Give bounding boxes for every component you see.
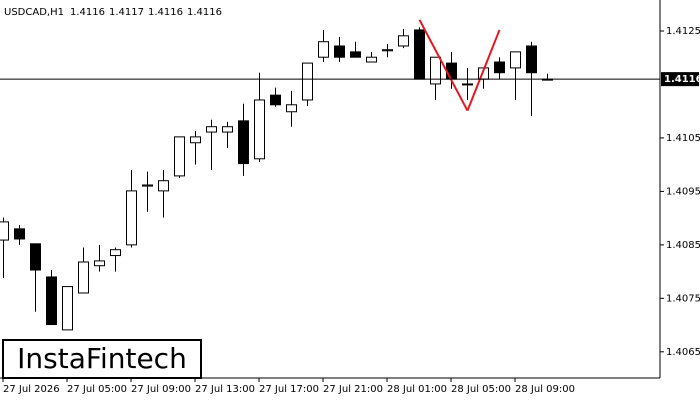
current-price-box <box>661 72 699 87</box>
y-tick-label: 1.4075 <box>666 293 700 304</box>
current-price-label: 1.4116 <box>664 74 700 85</box>
chart-title: USDCAD,H1 <box>4 7 64 18</box>
candle-body <box>494 61 505 74</box>
logo: InstaFintech <box>17 342 187 375</box>
candle-body <box>174 136 185 177</box>
x-tick-label: 27 Jul 09:00 <box>131 384 191 395</box>
header-high: 1.4117 <box>109 7 144 18</box>
candle-body <box>126 190 137 246</box>
y-tick-label: 1.4065 <box>666 347 700 358</box>
pattern-line <box>418 19 469 112</box>
candle-body <box>302 62 313 101</box>
x-tick-label: 27 Jul 17:00 <box>259 384 319 395</box>
y-tick-label: 1.4085 <box>666 240 700 251</box>
x-tick-label: 28 Jul 01:00 <box>387 384 447 395</box>
x-tick-label: 28 Jul 05:00 <box>451 384 511 395</box>
y-tick-label: 1.4105 <box>666 133 700 144</box>
candle-body <box>158 180 169 192</box>
candle-body <box>446 62 457 80</box>
logo-box <box>2 339 202 379</box>
candle-body <box>30 243 41 271</box>
candle-body <box>430 56 441 85</box>
plot-area: 1.4125 1.4105 1.4095 1.4085 1.4075 1.4065 27 J… <box>0 19 700 395</box>
candle-body <box>382 49 393 52</box>
candle-body <box>78 261 89 294</box>
y-tick-label: 1.4125 <box>666 26 700 37</box>
candle-body <box>238 120 249 165</box>
candle-body <box>334 45 345 58</box>
x-tick-label: 27 Jul 13:00 <box>195 384 255 395</box>
candle-body <box>206 126 217 133</box>
candle-body <box>94 260 105 267</box>
candle-body <box>14 228 25 240</box>
candle-body <box>510 51 521 69</box>
x-tick-label: 27 Jul 2026 <box>3 384 60 395</box>
candle-body <box>398 35 409 47</box>
candle-body <box>366 56 377 63</box>
header-close: 1.4116 <box>187 7 222 18</box>
chart-header: USDCAD,H1 1.4116 1.4117 1.4116 1.4116 <box>4 7 222 18</box>
candle-body <box>254 99 265 160</box>
header-open: 1.4116 <box>70 7 105 18</box>
header-low: 1.4116 <box>148 7 183 18</box>
candle-body <box>46 276 57 326</box>
candle-body <box>222 126 233 133</box>
candle-body <box>414 29 425 80</box>
candle-body <box>350 51 361 58</box>
y-tick-label: 1.4095 <box>666 186 700 197</box>
x-tick-label: 27 Jul 21:00 <box>323 384 383 395</box>
x-tick-label: 27 Jul 05:00 <box>67 384 127 395</box>
x-tick-label: 28 Jul 09:00 <box>515 384 575 395</box>
candle-body <box>286 104 297 113</box>
pattern-line <box>466 29 501 112</box>
candle-body <box>62 286 73 331</box>
candle-body <box>0 221 9 241</box>
candle-body <box>110 249 121 257</box>
candle-body <box>190 136 201 144</box>
candle-body <box>318 41 329 58</box>
candle-body <box>462 83 473 86</box>
candle-body <box>142 184 153 187</box>
candle-body <box>270 94 281 106</box>
candle-body <box>526 45 537 74</box>
